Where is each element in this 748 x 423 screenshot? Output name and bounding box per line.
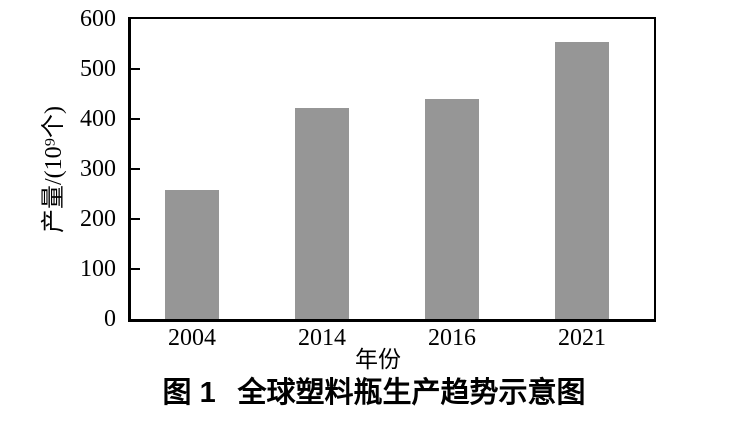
y-tick-mark — [131, 118, 140, 120]
y-tick-mark — [131, 168, 140, 170]
y-tick-mark — [131, 268, 140, 270]
x-tick-label-2016: 2016 — [428, 325, 476, 351]
y-tick-mark — [131, 68, 140, 70]
x-tick-label-2014: 2014 — [298, 325, 346, 351]
x-tick-label-2004: 2004 — [168, 325, 216, 351]
plot-area — [128, 17, 656, 322]
y-axis-tick-labels: 0 100 200 300 400 500 600 — [0, 7, 122, 331]
bar-2004 — [165, 190, 219, 319]
y-tick-label-400: 400 — [80, 106, 116, 132]
y-tick-label-600: 600 — [80, 6, 116, 32]
y-tick-mark — [131, 218, 140, 220]
bar-2014 — [295, 108, 349, 319]
figure-caption: 图 1 全球塑料瓶生产趋势示意图 — [0, 377, 748, 410]
x-axis-tick-labels: 2004 2014 2016 2021 — [131, 326, 654, 352]
bar-2021 — [555, 42, 609, 319]
bar-2016 — [425, 99, 479, 319]
y-tick-label-200: 200 — [80, 206, 116, 232]
x-axis-label: 年份 — [355, 347, 401, 372]
y-tick-label-500: 500 — [80, 56, 116, 82]
y-tick-label-0: 0 — [104, 306, 116, 332]
figure-number: 图 1 — [162, 377, 216, 409]
figure-title: 全球塑料瓶生产趋势示意图 — [237, 377, 586, 409]
x-tick-label-2021: 2021 — [558, 325, 606, 351]
y-tick-label-100: 100 — [80, 256, 116, 282]
y-tick-label-300: 300 — [80, 156, 116, 182]
